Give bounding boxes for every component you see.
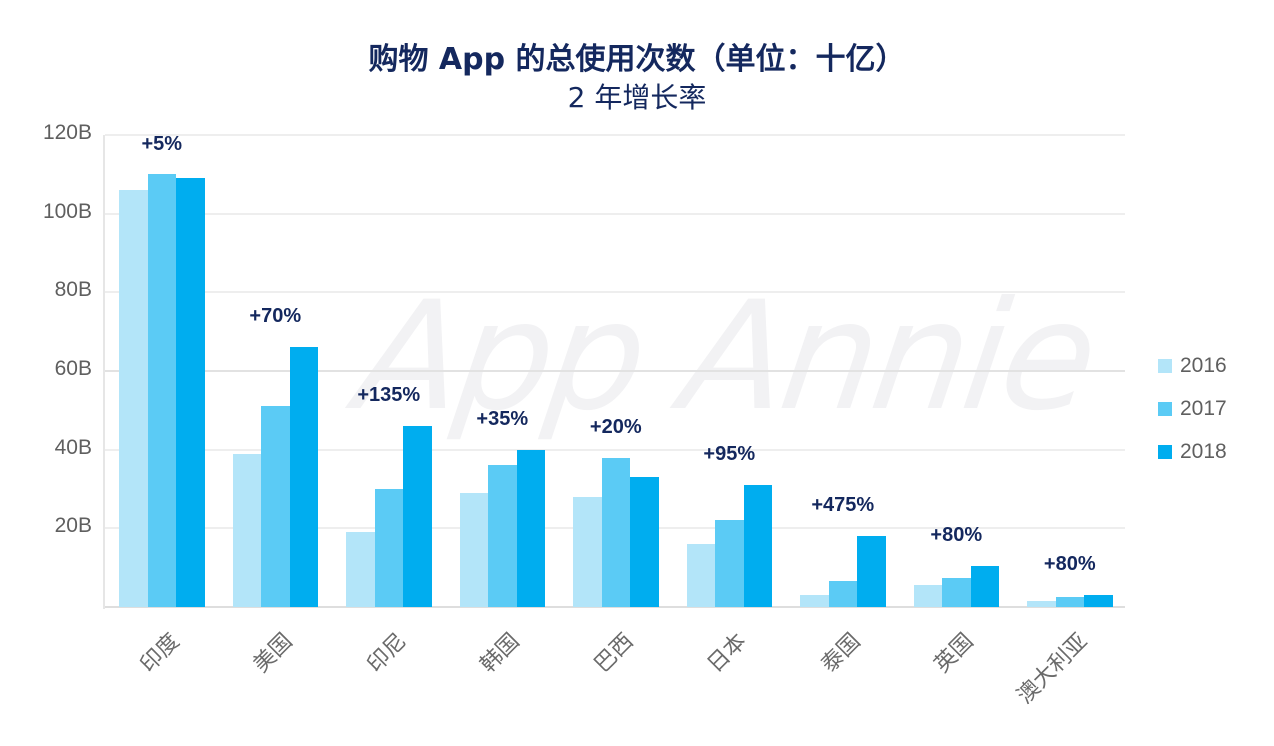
bar-2018 — [743, 485, 772, 607]
bar-2018 — [630, 477, 659, 607]
y-tick-label: 100B — [42, 199, 92, 223]
growth-annotation: +70% — [249, 305, 302, 328]
legend-item-2017: 2017 — [1158, 387, 1227, 430]
y-axis-line — [103, 135, 105, 609]
plot-area: +5% +70% +135% +35% +20% +95% +475% +80% +80% — [103, 133, 1125, 609]
x-tick-label: 巴西 — [588, 628, 638, 678]
bar-2016 — [686, 544, 715, 607]
x-tick-label: 韩国 — [475, 628, 525, 678]
legend-swatch-icon — [1158, 358, 1172, 373]
bar-2018 — [516, 449, 545, 607]
bar-2017 — [828, 581, 857, 607]
y-tick-label: 20B — [54, 514, 92, 538]
bar-2018 — [857, 536, 886, 607]
growth-annotation: +35% — [476, 407, 529, 430]
x-axis-line — [105, 606, 1125, 608]
bar-2017 — [261, 406, 290, 607]
gridline — [105, 291, 1125, 294]
chart-title: 购物 App 的总使用次数（单位：十亿） — [368, 42, 906, 77]
gridline — [105, 212, 1125, 215]
bar-2017 — [942, 577, 971, 607]
bar-2017 — [715, 520, 744, 607]
bar-2018 — [403, 426, 432, 607]
gridline — [105, 134, 1125, 136]
x-tick-label: 泰国 — [815, 628, 865, 678]
bar-2016 — [119, 190, 148, 607]
bar-2018 — [289, 347, 318, 607]
growth-annotation: +80% — [930, 523, 983, 546]
bar-2016 — [573, 496, 602, 607]
y-tick-label: 80B — [54, 278, 92, 302]
x-tick-label: 日本 — [702, 628, 752, 678]
growth-annotation: +5% — [141, 133, 183, 155]
bar-2017 — [488, 465, 517, 607]
bar-2017 — [601, 457, 630, 607]
bar-2017 — [374, 489, 403, 607]
bar-2016 — [1027, 600, 1056, 607]
x-tick-label: 美国 — [248, 628, 298, 678]
bar-2016 — [459, 492, 488, 607]
y-tick-label: 40B — [54, 435, 92, 459]
chart-subtitle: 2 年增长率 — [567, 81, 707, 114]
bar-2016 — [800, 595, 829, 607]
bar-2017 — [1055, 597, 1084, 607]
bar-2016 — [232, 453, 261, 607]
growth-annotation: +95% — [703, 443, 756, 466]
legend: 2016 2017 2018 — [1158, 344, 1227, 473]
x-tick-label: 澳大利亚 — [1011, 628, 1092, 709]
bar-2017 — [147, 174, 176, 607]
x-tick-label: 英国 — [929, 628, 979, 678]
legend-swatch-icon — [1158, 401, 1172, 416]
gridline — [105, 370, 1125, 372]
bar-2018 — [1084, 595, 1113, 607]
legend-label: 2016 — [1180, 353, 1227, 377]
bar-2018 — [970, 565, 999, 607]
growth-annotation: +135% — [357, 384, 421, 407]
growth-annotation: +80% — [1043, 553, 1096, 576]
gridline — [105, 448, 1125, 451]
x-tick-label: 印尼 — [361, 628, 411, 678]
bar-2016 — [346, 532, 375, 607]
bar-2018 — [176, 178, 205, 607]
x-tick-label: 印度 — [134, 628, 184, 678]
legend-label: 2017 — [1180, 396, 1227, 420]
y-tick-label: 120B — [42, 121, 92, 144]
legend-swatch-icon — [1158, 444, 1172, 459]
bar-2016 — [913, 585, 942, 607]
legend-label: 2018 — [1180, 439, 1227, 463]
growth-annotation: +475% — [811, 494, 875, 517]
y-tick-label: 60B — [54, 357, 92, 380]
legend-item-2018: 2018 — [1158, 430, 1227, 473]
growth-annotation: +20% — [589, 415, 642, 438]
legend-item-2016: 2016 — [1158, 344, 1227, 387]
